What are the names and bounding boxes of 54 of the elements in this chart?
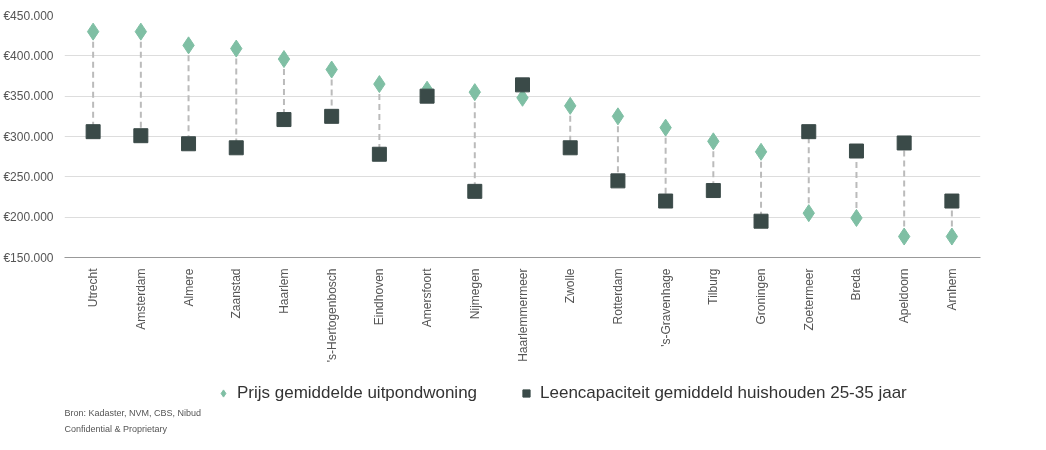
x-tick-label: Almere [181, 268, 196, 307]
x-tick-label: Breda [849, 268, 864, 301]
x-tick-label: Utrecht [86, 267, 101, 308]
x-tick-label: 's-Hertogenbosch [324, 268, 339, 363]
text: Bron: Kadaster, NVM, CBS, Nibud [64, 407, 202, 418]
point [848, 143, 864, 159]
point [896, 135, 912, 151]
point [658, 193, 674, 209]
x-tick-label: Haarlem [276, 268, 291, 314]
point [562, 140, 578, 156]
point [515, 77, 530, 93]
point [944, 193, 960, 209]
point [276, 112, 292, 128]
x-tick-label: Zwolle [563, 268, 578, 304]
point [753, 213, 769, 229]
x-tick-label: Amersfoort [420, 267, 435, 328]
point [277, 50, 291, 69]
point [181, 136, 197, 152]
x-tick-label: Zoetermeer [801, 268, 816, 331]
x-tick-label: 's-Gravenhage [658, 268, 673, 347]
y-tick-label: €250.000 [3, 169, 54, 184]
point [86, 22, 100, 41]
text: Confidential & Proprietary [64, 423, 168, 434]
x-tick-label: Zaanstad [229, 268, 244, 319]
point [133, 128, 149, 144]
point [228, 140, 244, 156]
x-tick-label: Nijmegen [467, 268, 482, 320]
point [754, 142, 768, 161]
x-tick-label: Eindhoven [372, 268, 387, 326]
x-tick-label: Groningen [754, 268, 769, 325]
point [467, 183, 483, 199]
point [945, 227, 959, 246]
y-tick-label: €350.000 [3, 89, 54, 104]
x-tick-label: Arnhem [944, 268, 959, 311]
point [705, 183, 721, 199]
point [324, 108, 340, 124]
y-tick-label: €200.000 [3, 210, 54, 225]
point [371, 146, 387, 162]
point [419, 88, 435, 104]
x-tick-label: Amsterdam [133, 268, 148, 330]
point [610, 173, 626, 189]
y-tick-label: €150.000 [3, 250, 54, 265]
point [85, 124, 101, 140]
point [611, 107, 625, 126]
legend-label: Leencapaciteit gemiddeld huishouden 25-35 jaar [540, 383, 907, 403]
y-tick-label: €300.000 [3, 129, 54, 144]
x-tick-label: Apeldoorn [897, 268, 912, 324]
x-tick-label: Haarlemmermeer [515, 268, 530, 362]
y-tick-label: €450.000 [3, 8, 54, 23]
x-tick-label: Tilburg [706, 268, 721, 305]
legend-label: Prijs gemiddelde uitpondwoning [237, 383, 478, 403]
x-tick-label: Rotterdam [610, 268, 625, 325]
point [801, 124, 817, 140]
y-tick-label: €400.000 [3, 48, 54, 63]
